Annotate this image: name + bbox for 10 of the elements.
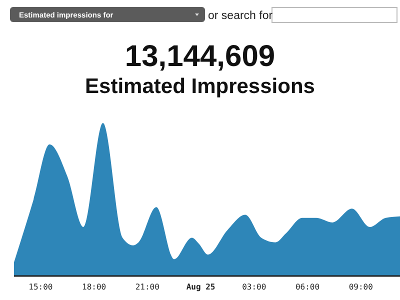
x-tick-label: 09:00	[348, 282, 374, 292]
x-tick-label: 06:00	[295, 282, 320, 292]
x-tick-label: 21:00	[135, 282, 160, 292]
x-tick-label: 18:00	[82, 282, 106, 292]
text: or search for	[208, 10, 273, 22]
x-tick-label: Aug 25	[186, 282, 216, 292]
x-tick-label: 15:00	[28, 282, 53, 292]
x-tick-label: 03:00	[242, 282, 266, 292]
chart-title: 13,144,609	[124, 40, 276, 73]
chart-subtitle: Estimated Impressions	[85, 75, 315, 98]
